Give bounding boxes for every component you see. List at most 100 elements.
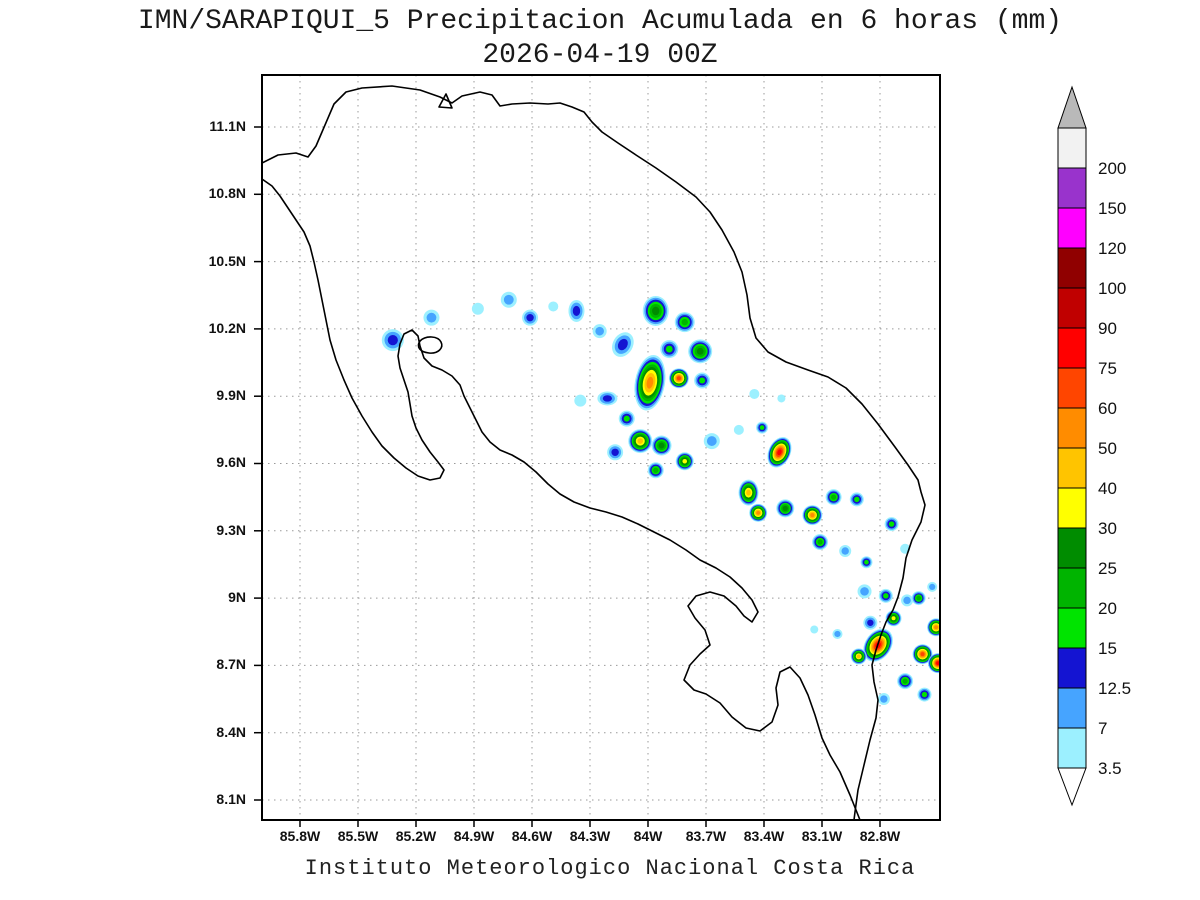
colorbar-value-label: 75 — [1098, 359, 1117, 378]
coastline-pacific — [262, 178, 861, 820]
colorbar-value-label: 150 — [1098, 199, 1126, 218]
precip-contour-12.5 — [387, 335, 398, 346]
lat-tick-label: 11.1N — [209, 118, 246, 134]
precip-contour-15 — [888, 521, 895, 527]
chart-subtitle-datetime: 2026-04-19 00Z — [482, 40, 718, 71]
colorbar-value-label: 90 — [1098, 319, 1117, 338]
lat-tick-label: 9N — [228, 589, 246, 606]
precip-cell — [850, 648, 867, 665]
precip-contour-30 — [682, 458, 688, 464]
colorbar-value-label: 60 — [1098, 399, 1117, 418]
colorbar-value-label: 7 — [1098, 719, 1107, 738]
precip-contour-15 — [921, 691, 928, 698]
precip-cell — [592, 324, 607, 339]
lat-tick-label: 8.7N — [216, 656, 246, 673]
colorbar-value-label: 120 — [1098, 239, 1126, 258]
precip-cell — [802, 505, 823, 526]
precip-contour-3.5 — [471, 302, 484, 315]
colorbar-value-label: 3.5 — [1098, 759, 1122, 778]
colorbar-value-label: 15 — [1098, 639, 1117, 658]
lon-tick-label: 84.3W — [569, 828, 611, 844]
precip-cell — [878, 588, 893, 603]
colorbar-band — [1057, 167, 1087, 209]
precip-contour-15 — [854, 496, 860, 503]
precip-contour-20 — [916, 595, 921, 601]
precip-contour-40 — [637, 438, 644, 444]
lat-tick-label: 8.4N — [216, 723, 246, 740]
precip-cell — [628, 429, 653, 454]
precip-contour-3.5 — [548, 301, 559, 312]
precip-contour-50 — [756, 510, 761, 515]
precip-contour-3.5 — [749, 388, 760, 399]
precipitation-shading — [381, 291, 940, 706]
precip-contour-40 — [746, 489, 751, 496]
precip-cell — [634, 355, 666, 411]
precip-contour-3.5 — [574, 394, 587, 407]
colorbar-band — [1057, 527, 1087, 569]
precip-contour-40 — [856, 654, 861, 659]
colorbar-value-label: 25 — [1098, 559, 1117, 578]
precip-cell — [839, 544, 852, 557]
precip-contour-50 — [646, 376, 654, 389]
lat-lon-grid — [262, 75, 940, 820]
precip-cell — [767, 437, 792, 468]
colorbar-top-arrow — [1057, 85, 1087, 129]
colorbar-band — [1057, 207, 1087, 249]
precip-cell — [863, 615, 878, 630]
precip-cell — [607, 444, 624, 461]
colorbar-band — [1057, 607, 1087, 649]
precip-cell — [749, 388, 760, 399]
precip-cell — [832, 628, 843, 639]
precip-cell — [849, 492, 864, 507]
colorbar-band — [1057, 327, 1087, 369]
map-frame — [261, 74, 941, 821]
precip-contour-15 — [759, 425, 765, 430]
lat-tick-label: 10.8N — [208, 185, 246, 202]
precip-contour-20 — [681, 318, 688, 326]
precip-cell — [860, 556, 873, 569]
colorbar-band — [1057, 487, 1087, 529]
colorbar-value-label: 200 — [1098, 159, 1126, 178]
costa-rica-map — [254, 74, 941, 827]
colorbar-value-label: 100 — [1098, 279, 1126, 298]
colorbar-band — [1057, 247, 1087, 289]
precip-cell — [651, 435, 672, 456]
precip-cell — [618, 410, 635, 427]
precip-cell — [660, 340, 679, 359]
precip-contour-50 — [934, 625, 938, 630]
lon-tick-label: 83.7W — [685, 828, 727, 844]
colorbar-band — [1057, 647, 1087, 689]
precip-contour-60 — [676, 376, 681, 381]
precip-contour-30 — [891, 616, 896, 621]
lon-tick-label: 85.2W — [395, 828, 437, 844]
precip-cell — [810, 625, 819, 634]
colorbar-band — [1057, 727, 1087, 769]
coastline — [262, 85, 926, 820]
precip-cell — [927, 618, 940, 637]
precip-contour-7 — [929, 583, 936, 590]
precip-cell — [928, 653, 940, 674]
precip-contour-12.5 — [611, 448, 619, 456]
precip-contour-12.5 — [572, 305, 581, 317]
precip-cell — [688, 339, 713, 364]
precip-cell — [703, 433, 720, 450]
precip-cell — [912, 644, 933, 665]
precip-contour-20 — [653, 467, 659, 473]
precip-cell — [574, 394, 587, 407]
precip-contour-7 — [503, 294, 514, 305]
precip-cell — [612, 332, 634, 357]
precip-cell — [857, 584, 872, 599]
precip-cell — [674, 312, 695, 333]
precip-contour-3.5 — [733, 424, 744, 435]
colorbar-band — [1057, 447, 1087, 489]
precip-cell — [738, 479, 759, 506]
axis-ticks — [254, 126, 881, 827]
lat-tick-label: 9.3N — [216, 521, 246, 538]
precip-cell — [471, 302, 484, 315]
precip-cell — [776, 499, 795, 518]
colorbar-band — [1057, 687, 1087, 729]
lat-tick-label: 8.1N — [216, 790, 246, 807]
colorbar-band — [1057, 287, 1087, 329]
precip-contour-25 — [696, 347, 704, 355]
precip-cell — [647, 462, 664, 479]
